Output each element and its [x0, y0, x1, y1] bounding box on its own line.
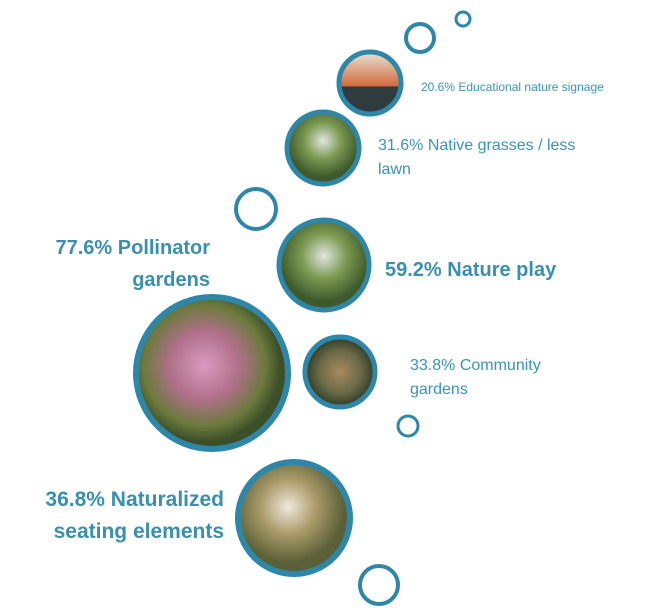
photo-circles	[133, 49, 404, 577]
label: 77.6% Pollinator gardens	[55, 237, 211, 291]
label: 33.8% Community gardens	[410, 357, 541, 398]
label: 36.8% Naturalized seating elements	[45, 488, 224, 543]
empty-rings	[234, 10, 472, 606]
label: 31.6% Native grasses / less lawn	[378, 137, 576, 178]
label: 59.2% Nature play	[385, 259, 557, 281]
label: 20.6% Educational nature signage	[421, 80, 604, 94]
